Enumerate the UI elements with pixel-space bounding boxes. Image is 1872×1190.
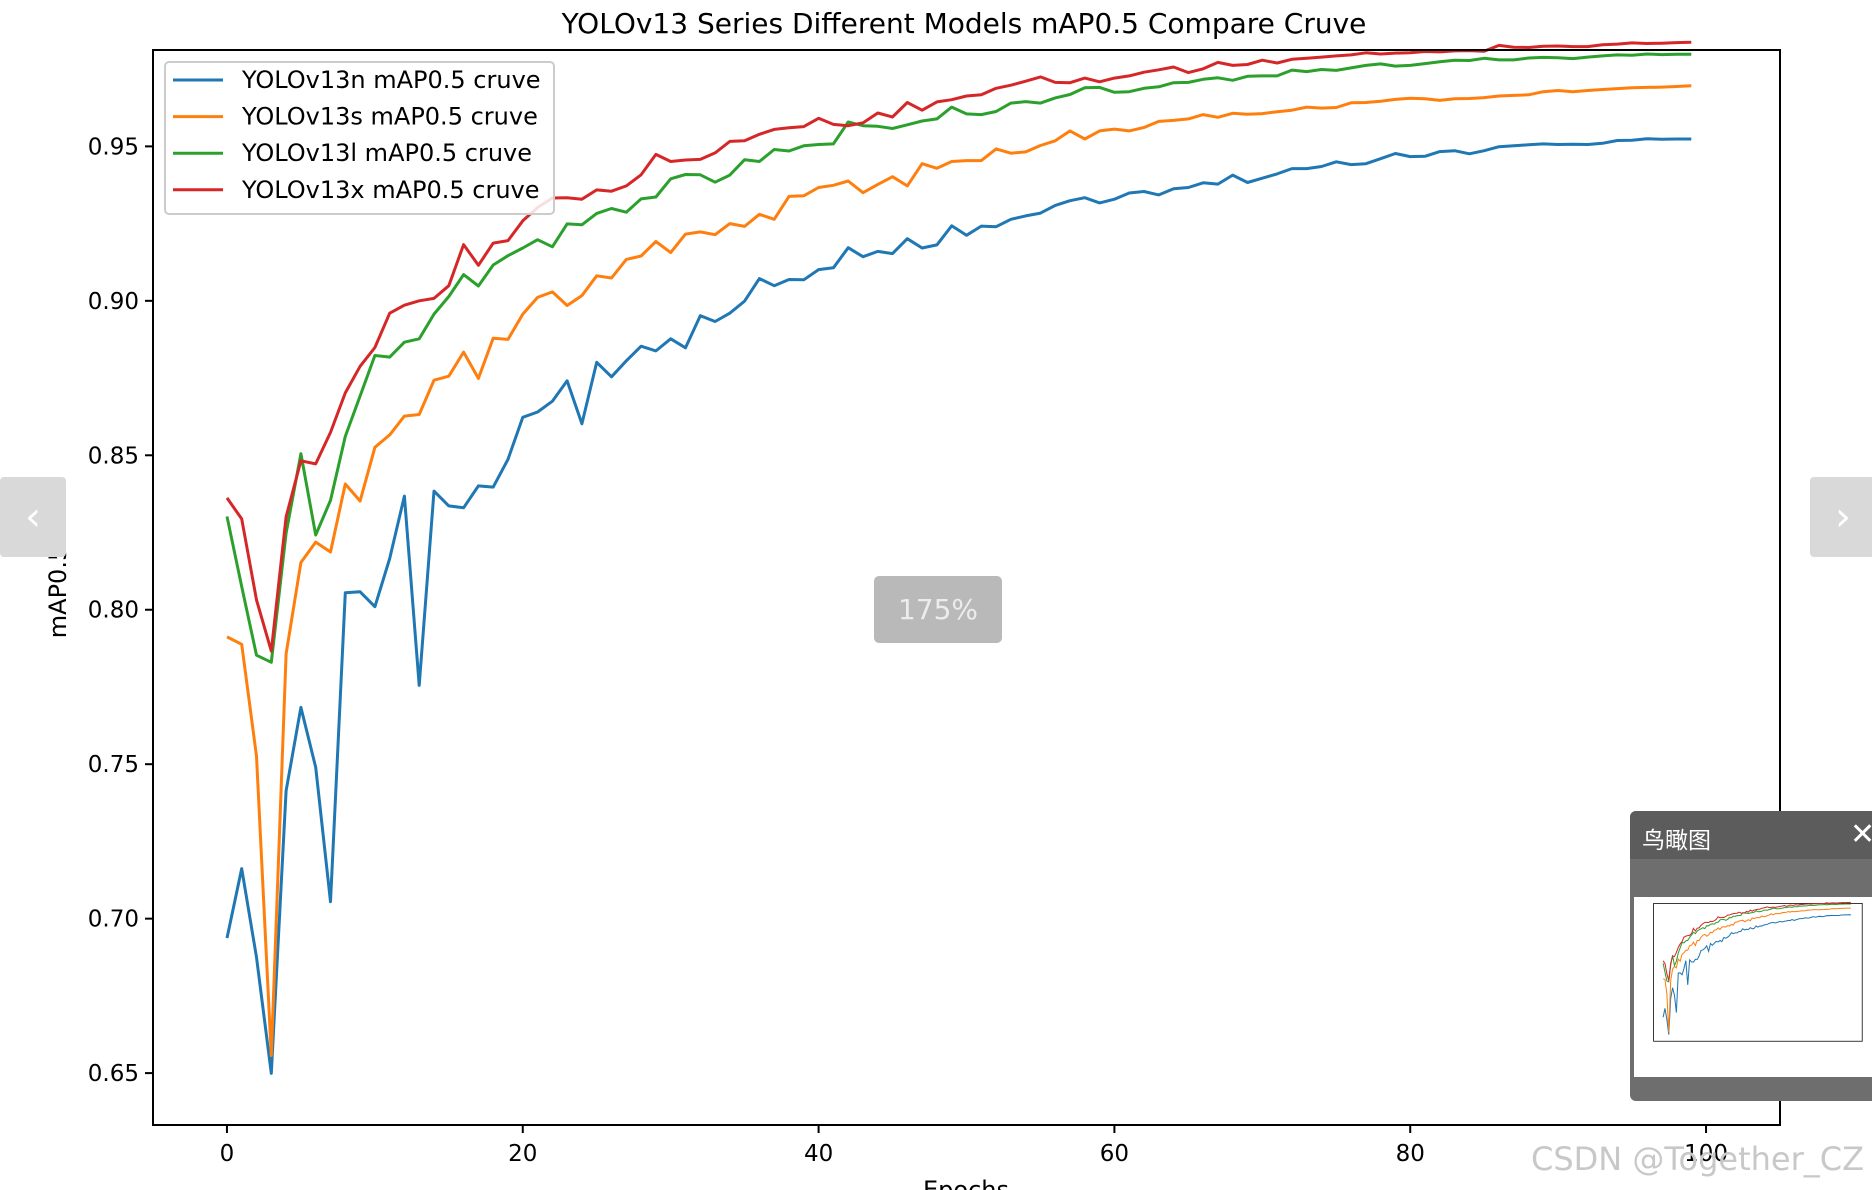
chart-title: YOLOv13 Series Different Models mAP0.5 C…: [561, 7, 1367, 40]
birdseye-title: 鸟瞰图: [1642, 828, 1711, 854]
series-line-3: [225, 40, 1692, 653]
thumb-plot-frame: [1653, 903, 1863, 1042]
x-tick-label: 100: [1684, 1141, 1728, 1167]
y-tick-label: 0.90: [88, 289, 139, 315]
y-tick-label: 0.85: [88, 443, 139, 469]
y-axis-label: mAP0.5: [44, 546, 72, 638]
legend-label-0: YOLOv13n mAP0.5 cruve: [241, 66, 541, 94]
plot-frame: [152, 49, 1781, 1126]
thumb-series-line-0: [1662, 914, 1851, 1035]
ticks-layer: 0 20 40 60 80 100 0.65 0.70 0.75 0.80 0.85 0.90 0.95: [88, 134, 1728, 1167]
thumb-series-line-2: [1662, 903, 1851, 983]
birdseye-panel[interactable]: 鸟瞰图 ✕: [1630, 811, 1872, 1101]
birdseye-header: 鸟瞰图 ✕: [1630, 811, 1872, 859]
x-tick-label: 60: [1100, 1141, 1129, 1167]
x-tick-label: 20: [508, 1141, 537, 1167]
x-tick-label: 80: [1396, 1141, 1425, 1167]
x-tick-label: 0: [220, 1141, 235, 1167]
x-tick-label: 40: [804, 1141, 833, 1167]
series-line-2: [225, 52, 1692, 664]
zoom-level: 175%: [897, 593, 979, 626]
prev-image-button[interactable]: ‹: [0, 477, 66, 557]
legend-label-2: YOLOv13l mAP0.5 cruve: [241, 139, 532, 167]
birdseye-thumbnail[interactable]: [1634, 897, 1872, 1077]
legend-box: [164, 61, 555, 215]
legend-label-3: YOLOv13x mAP0.5 cruve: [241, 176, 540, 204]
chevron-right-icon: ›: [1835, 494, 1851, 540]
watermark: CSDN @Together_CZ: [1531, 1140, 1865, 1178]
y-tick-label: 0.70: [88, 907, 139, 933]
series-line-0: [225, 137, 1692, 1075]
series-layer: [225, 40, 1692, 1075]
series-line-1: [226, 84, 1692, 1057]
y-tick-label: 0.65: [88, 1061, 139, 1087]
chevron-left-icon: ‹: [25, 494, 41, 540]
y-tick-label: 0.95: [88, 134, 139, 160]
y-tick-label: 0.75: [88, 752, 139, 778]
thumb-series-line-3: [1662, 901, 1851, 981]
x-axis-label: Epochs: [923, 1176, 1009, 1190]
y-tick-label: 0.80: [88, 598, 139, 624]
legend: YOLOv13n mAP0.5 cruve YOLOv13s mAP0.5 cru…: [164, 61, 555, 215]
zoom-indicator: 175%: [874, 576, 1002, 643]
next-image-button[interactable]: ›: [1810, 477, 1872, 557]
thumb-series-line-1: [1662, 907, 1851, 1033]
close-icon[interactable]: ✕: [1850, 817, 1872, 852]
legend-label-1: YOLOv13s mAP0.5 cruve: [241, 103, 538, 131]
